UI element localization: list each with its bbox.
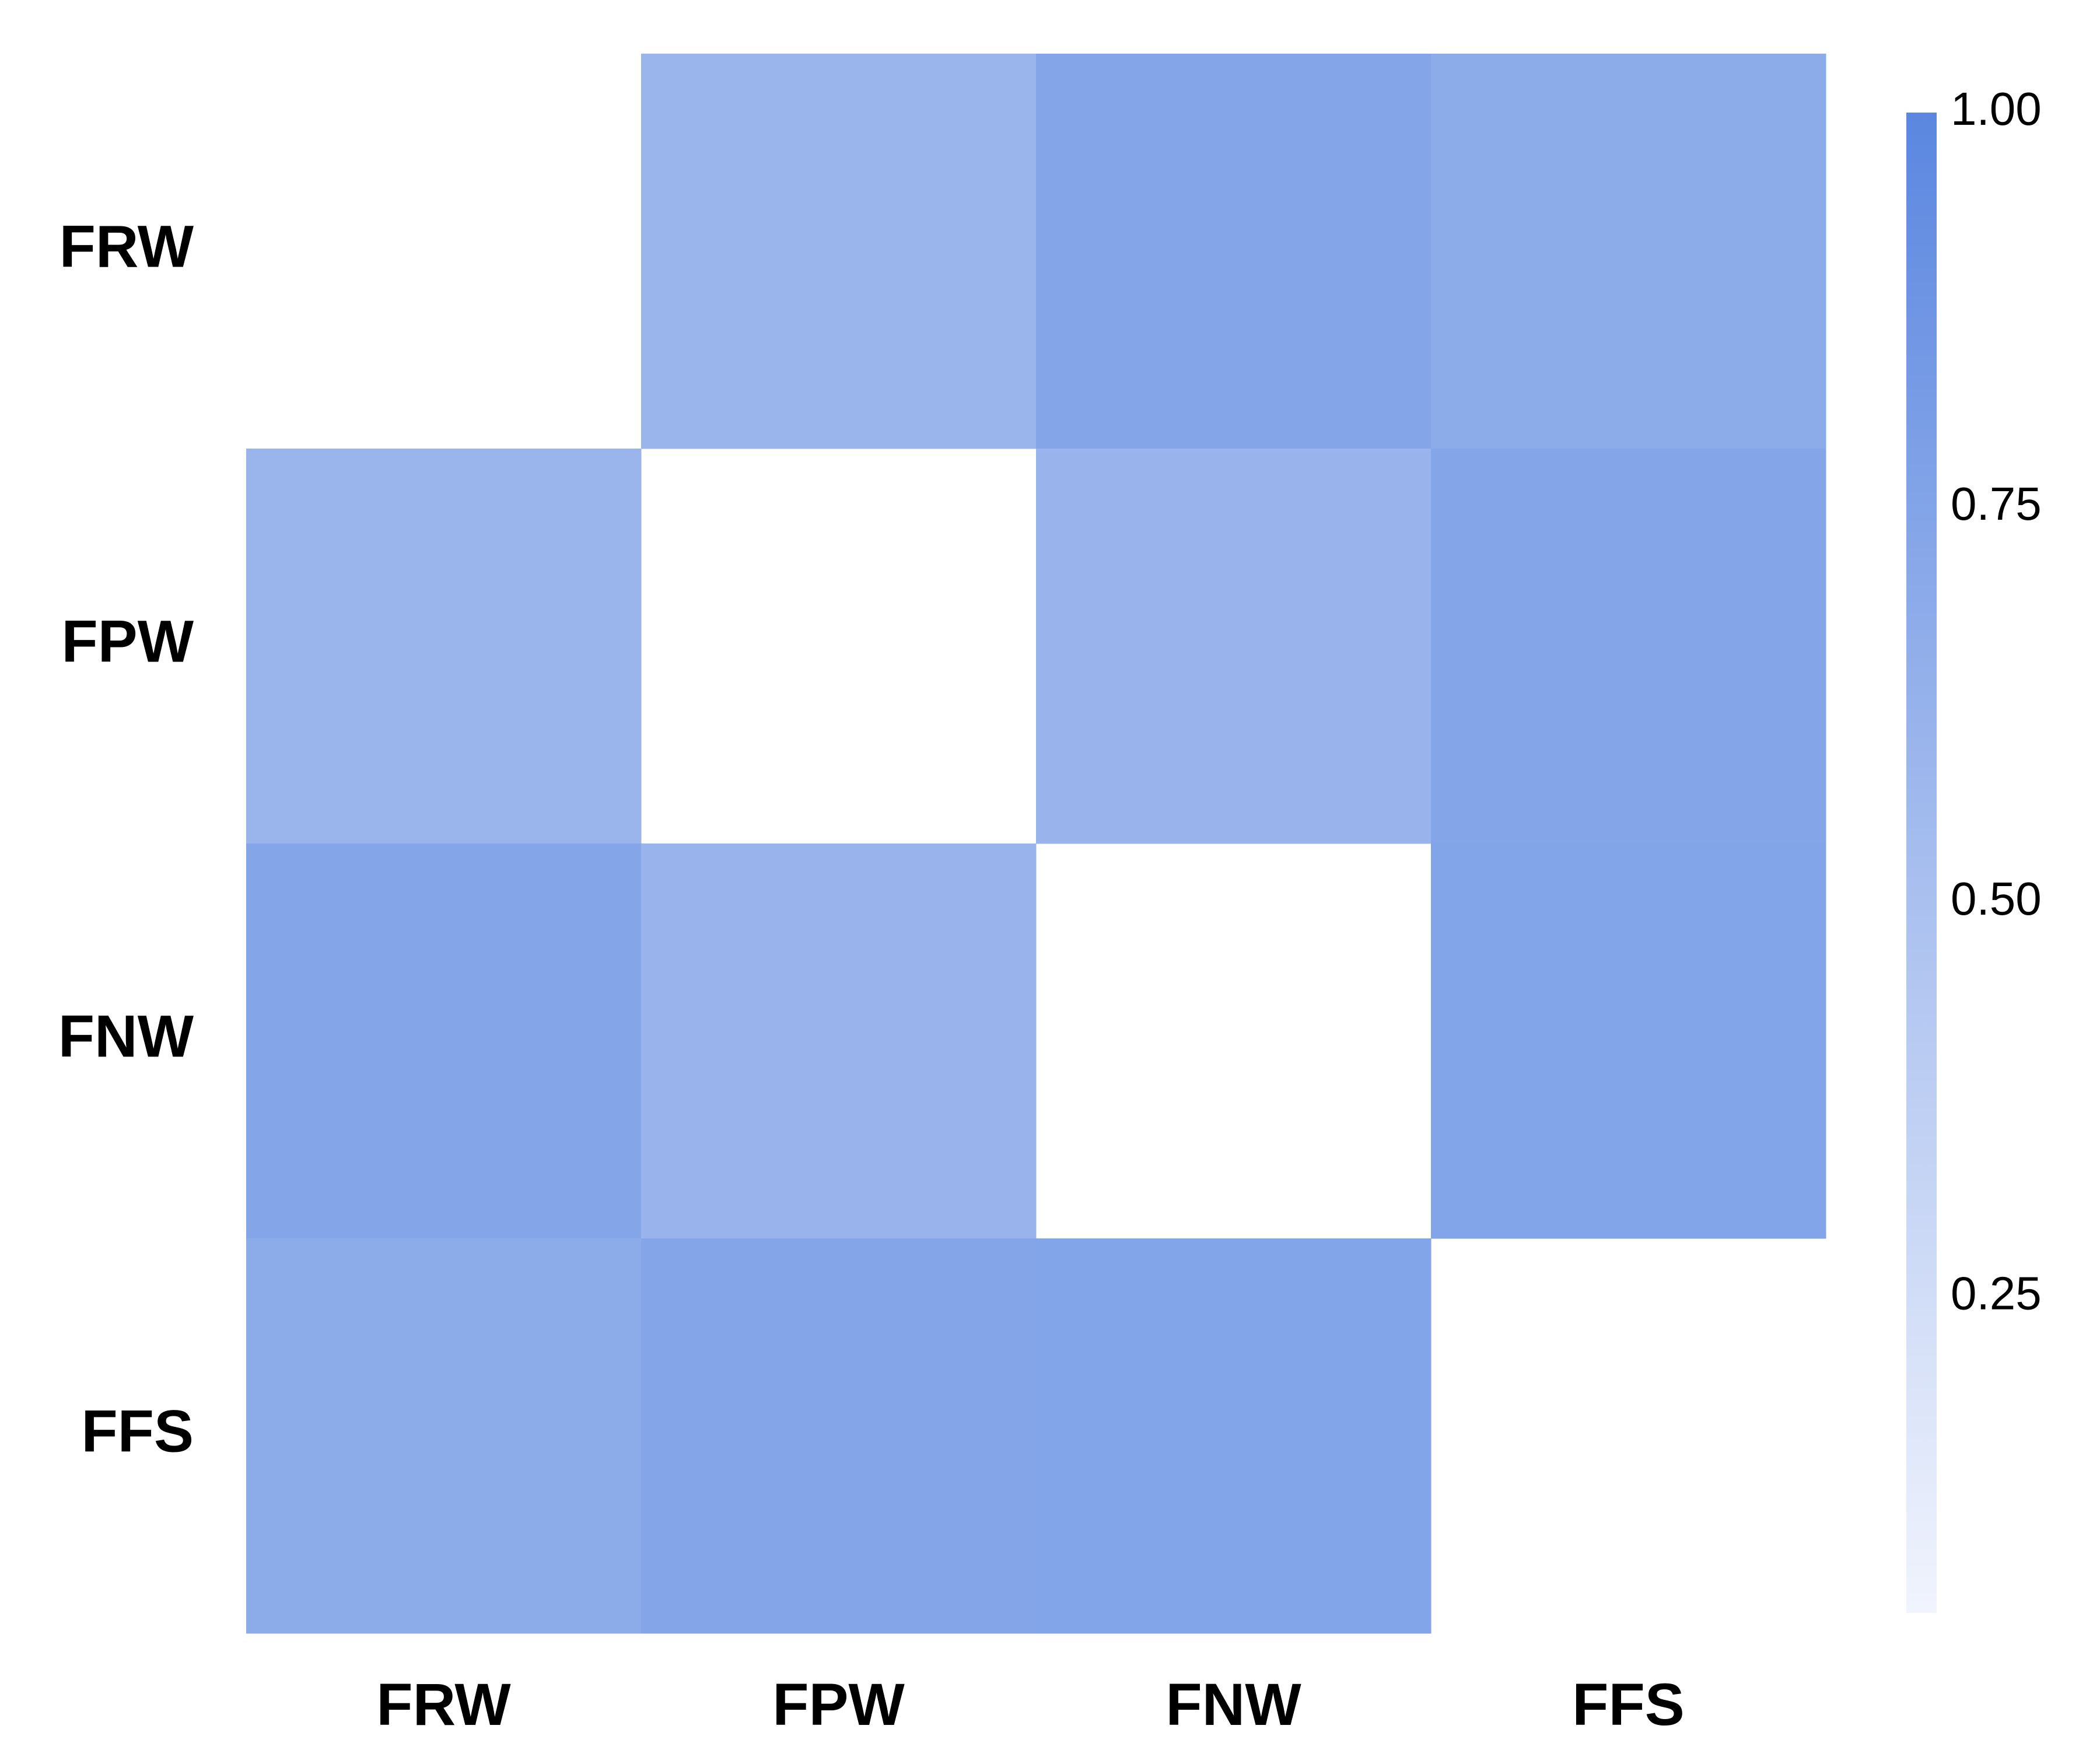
heatmap-cell-fpw-ffs [1431,449,1826,844]
column-label-ffs: FFS [1572,1671,1685,1738]
column-labels: FRW FPW FNW FFS [376,1671,1685,1738]
colorbar-bar [1906,113,1937,1613]
heatmap-cell-frw-fnw [1036,54,1432,449]
heatmap-cell-frw-ffs [1431,54,1826,449]
heatmap-cell-ffs-fpw [641,1238,1037,1634]
heatmap-cell-fnw-frw [246,844,642,1239]
column-label-frw: FRW [376,1671,511,1738]
row-label-ffs: FFS [81,1398,194,1464]
column-label-fnw: FNW [1166,1671,1301,1738]
heatmap-cell-fpw-fnw [1036,449,1432,844]
heatmap-cell-fpw-frw [246,449,642,844]
colorbar-tick-label: 0.50 [1951,873,2042,925]
colorbar-tick-label: 0.25 [1951,1268,2042,1320]
colorbar-tick-label: 0.75 [1951,478,2042,530]
heatmap-cell-fnw-fpw [641,844,1037,1239]
row-label-fnw: FNW [58,1003,194,1069]
heatmap-cells [246,54,1826,1634]
colorbar-tick-label: 1.00 [1951,83,2042,135]
row-labels: FRW FPW FNW FFS [58,213,194,1464]
heatmap-cell-ffs-frw [246,1238,642,1634]
heatmap-cell-fnw-ffs [1431,844,1826,1239]
heatmap-cell-frw-fpw [641,54,1037,449]
row-label-fpw: FPW [61,608,194,674]
heatmap-cell-ffs-fnw [1036,1238,1432,1634]
row-label-frw: FRW [60,213,194,279]
column-label-fpw: FPW [772,1671,905,1738]
colorbar: 1.00 0.75 0.50 0.25 [1906,83,2042,1613]
